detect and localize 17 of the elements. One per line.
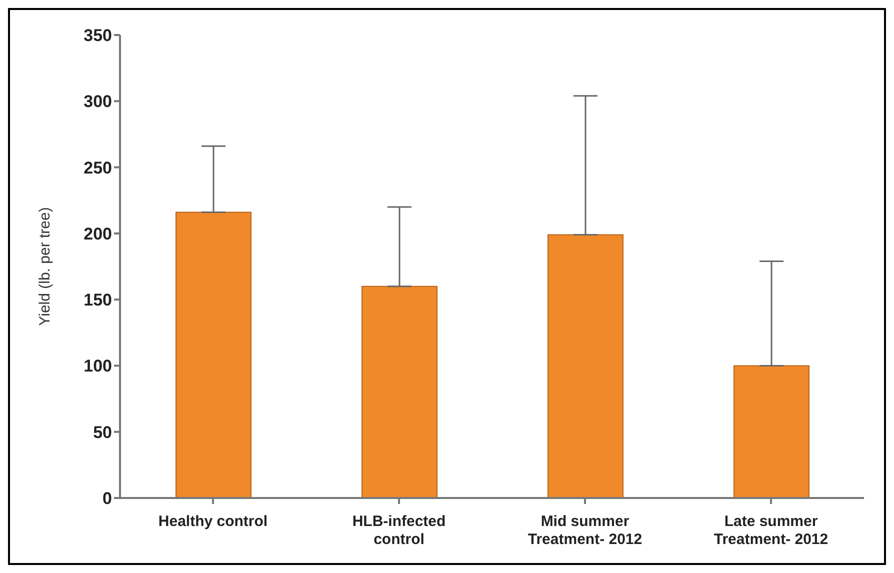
y-tick-label: 350: [84, 26, 112, 46]
x-tick-label: HLB-infected control: [352, 513, 446, 548]
bar: [362, 286, 438, 498]
y-tick-label: 0: [102, 489, 112, 508]
x-tick-label: Healthy control: [158, 513, 268, 530]
y-tick-label: 50: [93, 422, 112, 442]
y-tick-label: 150: [84, 290, 112, 310]
y-tick-label: 200: [84, 224, 112, 244]
y-tick-label: 250: [84, 158, 112, 178]
x-tick-label: Mid summer Treatment- 2012: [528, 513, 642, 548]
y-tick-label: 300: [84, 92, 112, 112]
bar: [734, 365, 810, 498]
y-axis-title: Yield (lb. per tree): [36, 207, 54, 326]
x-tick-label: Late summer Treatment- 2012: [714, 513, 828, 548]
bar: [548, 234, 624, 498]
y-tick-label: 100: [84, 356, 112, 376]
bar: [176, 212, 252, 498]
